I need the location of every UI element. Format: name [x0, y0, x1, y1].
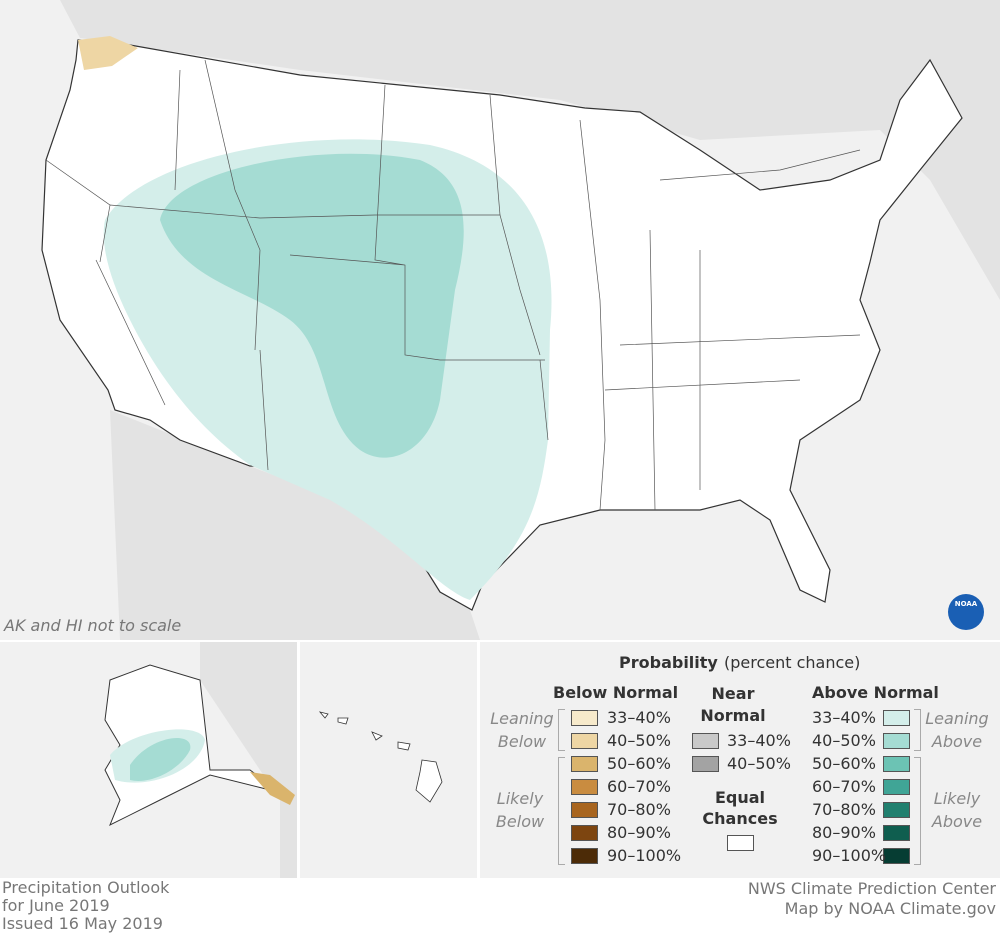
swatch-label: 40–50%: [727, 754, 791, 773]
swatch: [692, 756, 719, 772]
group-label: Likely Above: [931, 789, 983, 831]
swatch-label: 33–40%: [607, 708, 671, 727]
swatch: [571, 825, 598, 841]
swatch: [571, 848, 598, 864]
hawaii-panel: [300, 642, 477, 878]
swatch-label: 60–70%: [812, 777, 876, 796]
swatch: [571, 802, 598, 818]
swatch: [883, 779, 910, 795]
group-label: Likely Below: [495, 789, 545, 831]
footer-text: NWS Climate Prediction Center: [747, 879, 996, 898]
heading: Below Normal: [553, 683, 679, 702]
ak-below: [250, 772, 295, 805]
swatch-label: 90–100%: [812, 846, 887, 865]
footer-text: Issued 16 May 2019: [2, 914, 163, 933]
group-label: Leaning Above: [925, 709, 989, 751]
equal-chances: Equal Chances: [702, 788, 778, 828]
swatch: [883, 710, 910, 726]
heading: Near Normal: [700, 684, 766, 725]
swatch: [571, 733, 598, 749]
swatch: [727, 835, 754, 851]
swatch: [883, 825, 910, 841]
canada: [60, 0, 1000, 300]
swatch: [571, 710, 598, 726]
leaning-below-area: [78, 36, 138, 70]
bracket: [558, 757, 565, 865]
mexico: [110, 410, 480, 640]
swatch-label: 70–80%: [607, 800, 671, 819]
ak-above-40-50: [130, 738, 191, 781]
swatch-label: 60–70%: [607, 777, 671, 796]
swatch: [883, 733, 910, 749]
swatch-label: 33–40%: [812, 708, 876, 727]
map-note: AK and HI not to scale: [4, 616, 182, 635]
swatch: [883, 802, 910, 818]
swatch-label: 33–40%: [727, 731, 791, 750]
swatch-label: 90–100%: [607, 846, 682, 865]
swatch: [883, 848, 910, 864]
bracket: [914, 757, 921, 865]
swatch-label: 50–60%: [607, 754, 671, 773]
canada-ak: [200, 642, 297, 878]
footer-text: for June 2019: [2, 896, 110, 915]
bracket: [914, 709, 921, 751]
above-40-50-area: [160, 153, 464, 458]
hawaii: [318, 711, 443, 803]
footer-text: Map by NOAA Climate.gov: [784, 899, 996, 918]
swatch-label: 40–50%: [607, 731, 671, 750]
state-borders: [45, 59, 861, 511]
swatch-label: 70–80%: [812, 800, 876, 819]
noaa-logo: [948, 594, 984, 630]
swatch: [571, 756, 598, 772]
swatch-label: 80–90%: [607, 823, 671, 842]
map: NOAA: [0, 0, 1000, 878]
swatch: [571, 779, 598, 795]
swatch-label: 80–90%: [812, 823, 876, 842]
bracket: [558, 709, 565, 751]
footer-text: Precipitation Outlook: [2, 878, 170, 897]
swatch-label: 40–50%: [812, 731, 876, 750]
swatch-label: 50–60%: [812, 754, 876, 773]
heading: Above Normal: [812, 683, 939, 702]
swatch: [692, 733, 719, 749]
group-label: Leaning Below: [490, 709, 554, 751]
legend-subtitle: (percent chance): [724, 653, 861, 672]
logo-text: NOAA: [955, 600, 978, 608]
legend-title: Probability: [619, 653, 718, 672]
swatch: [883, 756, 910, 772]
